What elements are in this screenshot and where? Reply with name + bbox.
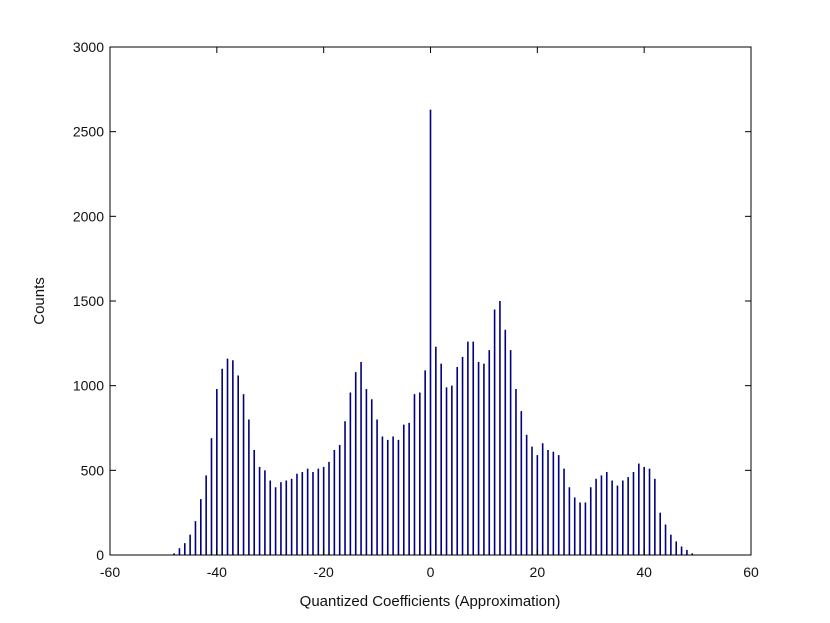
y-tick-label: 2000: [73, 208, 104, 224]
y-tick-label: 3000: [73, 39, 104, 55]
y-tick-label: 0: [96, 547, 104, 563]
y-axis-ticks: 0 500 1000 1500 2000 2500 3000: [73, 39, 751, 563]
x-tick-label: 0: [427, 564, 435, 580]
y-axis-label: Counts: [31, 277, 48, 325]
x-axis-label: Quantized Coefficients (Approximation): [300, 593, 561, 610]
x-tick-label: 60: [743, 564, 759, 580]
x-tick-label: 20: [530, 564, 546, 580]
bars-group: [173, 109, 694, 555]
x-axis-ticks: -60 -40 -20 0 20 40 60: [100, 47, 759, 580]
x-tick-label: 40: [636, 564, 652, 580]
y-tick-label: 2500: [73, 124, 104, 140]
y-tick-label: 1000: [73, 378, 104, 394]
x-tick-label: -20: [314, 564, 334, 580]
y-tick-label: 500: [81, 462, 105, 478]
x-tick-label: -40: [207, 564, 227, 580]
y-tick-label: 1500: [73, 293, 104, 309]
x-tick-label: -60: [100, 564, 120, 580]
